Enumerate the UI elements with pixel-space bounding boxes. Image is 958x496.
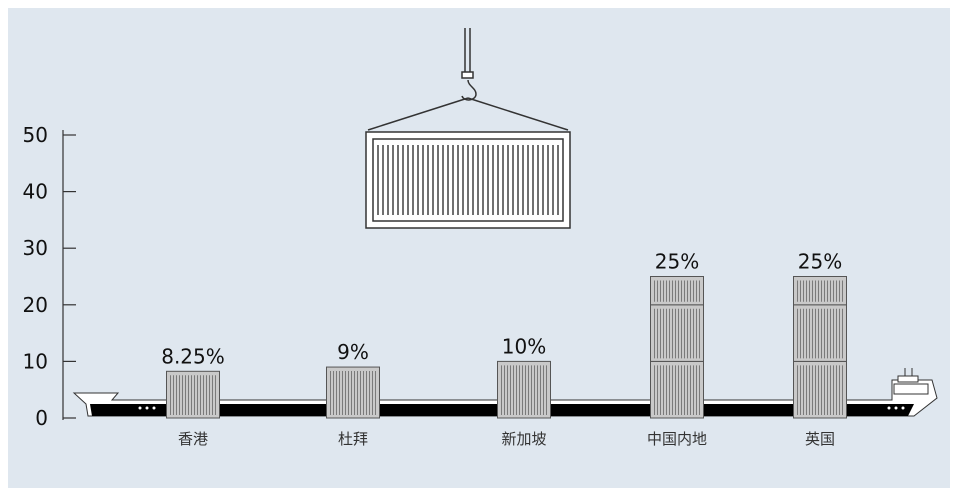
y-tick-label: 40	[23, 180, 48, 204]
bar-2	[497, 360, 551, 419]
bar-segment	[497, 360, 551, 419]
value-label: 10%	[502, 334, 546, 358]
value-label: 25%	[798, 250, 842, 274]
bar-segment	[166, 370, 220, 419]
bar-segment	[793, 304, 847, 362]
bar-segment	[650, 276, 704, 306]
bar-4	[793, 276, 847, 419]
bar-segment	[326, 366, 380, 419]
value-label: 9%	[337, 340, 369, 364]
bar-0	[166, 370, 220, 419]
category-label: 中国内地	[647, 430, 707, 448]
bar-segment	[650, 360, 704, 419]
bar-segment	[793, 360, 847, 419]
y-tick-label: 0	[35, 406, 48, 430]
value-label: 25%	[655, 250, 699, 274]
bar-segment	[650, 304, 704, 362]
category-label: 杜拜	[338, 430, 368, 448]
category-label: 英国	[805, 430, 835, 448]
y-tick-label: 30	[23, 236, 48, 260]
bar-3	[650, 276, 704, 419]
category-label: 新加坡	[501, 430, 546, 448]
category-label: 香港	[178, 430, 208, 448]
y-tick-label: 20	[23, 293, 48, 317]
y-tick-label: 50	[23, 123, 48, 147]
value-label: 8.25%	[161, 344, 225, 368]
bar-1	[326, 366, 380, 419]
crane-container-illustration	[365, 28, 571, 229]
bar-segment	[793, 276, 847, 306]
y-tick-label: 10	[23, 349, 48, 373]
